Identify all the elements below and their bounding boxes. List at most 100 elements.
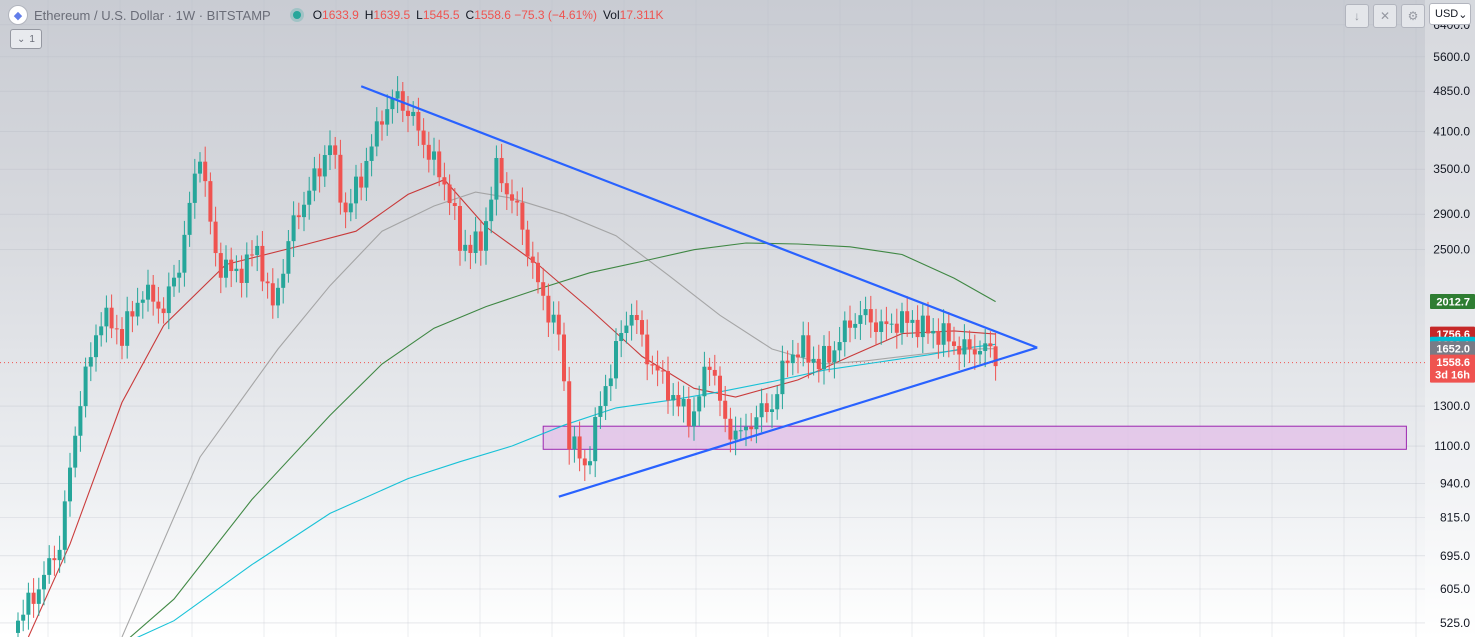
currency-select[interactable]: USD ⌄ — [1429, 3, 1471, 25]
candle-body — [723, 400, 728, 419]
candle-body — [302, 204, 306, 218]
arrow-down-icon[interactable]: ↓ — [1345, 4, 1369, 28]
candle-body — [187, 202, 192, 235]
candle-body — [915, 319, 920, 338]
ma-line-ma_red — [27, 179, 996, 637]
candle-body — [307, 190, 312, 205]
candle-body — [785, 360, 790, 364]
candle-body — [718, 375, 722, 401]
candle-body — [645, 334, 650, 365]
candle-body — [68, 467, 72, 502]
candle-body — [702, 366, 707, 397]
candle-body — [473, 231, 478, 253]
candle-body — [957, 345, 962, 355]
chart-toolbar: ↓ ✕ ⚙ — [1345, 4, 1425, 28]
candle-body — [270, 283, 275, 306]
candle-body — [822, 345, 826, 370]
candle-body — [905, 311, 910, 323]
candle-body — [172, 277, 176, 287]
candle-body — [192, 173, 197, 203]
candle-body — [99, 326, 104, 336]
price-tick-label: 605.0 — [1440, 582, 1470, 596]
candle-body — [265, 281, 270, 284]
candle-body — [790, 354, 795, 364]
symbol-title[interactable]: Ethereum / U.S. Dollar · 1W · BITSTAMP — [34, 7, 271, 23]
candle-body — [608, 378, 613, 387]
chart-grid — [0, 0, 1425, 637]
candle-body — [884, 321, 889, 325]
support-zone[interactable] — [542, 425, 1407, 450]
candle-body — [140, 299, 145, 303]
price-tag-label: 1558.6 — [1436, 357, 1470, 369]
candle-body — [281, 273, 286, 288]
close-icon[interactable]: ✕ — [1373, 4, 1397, 28]
candle-body — [655, 365, 660, 371]
candle-body — [62, 501, 67, 550]
candle-body — [390, 98, 395, 110]
price-tag-label: 1652.0 — [1436, 344, 1470, 356]
candle-body — [967, 339, 972, 350]
candle-body — [380, 121, 384, 125]
candle-body — [666, 371, 670, 401]
price-tick-label: 815.0 — [1440, 511, 1470, 525]
candle-body — [286, 241, 291, 274]
settings-icon[interactable]: ⚙ — [1401, 4, 1425, 28]
candle-body — [567, 381, 572, 450]
candle-body — [447, 184, 452, 204]
candle-body — [276, 287, 280, 306]
candle-body — [941, 323, 946, 345]
candle-body — [437, 151, 442, 178]
candle-body — [546, 295, 551, 323]
candle-body — [707, 366, 712, 370]
trendlines[interactable] — [360, 85, 1038, 498]
candle-body — [993, 346, 998, 367]
price-axis[interactable]: 6400.05600.04850.04100.03500.02900.02500… — [1425, 0, 1475, 637]
candle-body — [811, 358, 816, 363]
candle-body — [946, 323, 951, 342]
candle-body — [603, 386, 608, 406]
candle-body — [359, 176, 364, 188]
currency-value: USD — [1435, 8, 1459, 20]
candle-body — [764, 403, 769, 412]
candle-body — [494, 157, 499, 200]
price-tick-label: 1300.0 — [1433, 399, 1470, 413]
candle-body — [385, 109, 390, 125]
candle-body — [796, 354, 800, 358]
candle-body — [650, 364, 655, 366]
candle-body — [962, 339, 967, 355]
candle-body — [83, 366, 88, 407]
price-tick-label: 525.0 — [1440, 616, 1470, 630]
candle-body — [31, 592, 36, 604]
candle-body — [562, 334, 566, 382]
candle-body — [432, 151, 436, 160]
candle-body — [541, 282, 546, 296]
ohlc-low: 1545.5 — [422, 8, 460, 22]
candle-body — [676, 395, 681, 407]
candle-body — [47, 558, 52, 575]
trendline — [558, 346, 1038, 498]
chevron-down-icon: ⌄ — [17, 33, 26, 45]
candle-body — [744, 426, 748, 431]
candle-body — [712, 369, 717, 376]
candle-body — [983, 343, 988, 352]
candle-body — [26, 592, 31, 615]
candle-body — [52, 558, 57, 561]
indicator-count: 1 — [29, 33, 35, 45]
candle-body — [234, 268, 239, 272]
candle-body — [411, 111, 416, 117]
ohlc-low-key: L — [416, 8, 423, 22]
candle-body — [837, 342, 842, 351]
candle-body — [827, 345, 832, 363]
candle-body — [640, 320, 644, 335]
candle-body — [338, 154, 343, 203]
candle-body — [213, 221, 218, 254]
candle-body — [832, 350, 837, 363]
candle-body — [900, 311, 904, 333]
candle-body — [208, 181, 213, 222]
chart-header: ◆ Ethereum / U.S. Dollar · 1W · BITSTAMP… — [0, 0, 669, 30]
collapse-indicators-button[interactable]: ⌄ 1 — [10, 29, 42, 49]
candle-body — [863, 309, 868, 316]
candle-body — [364, 160, 369, 188]
candle-body — [406, 110, 410, 117]
